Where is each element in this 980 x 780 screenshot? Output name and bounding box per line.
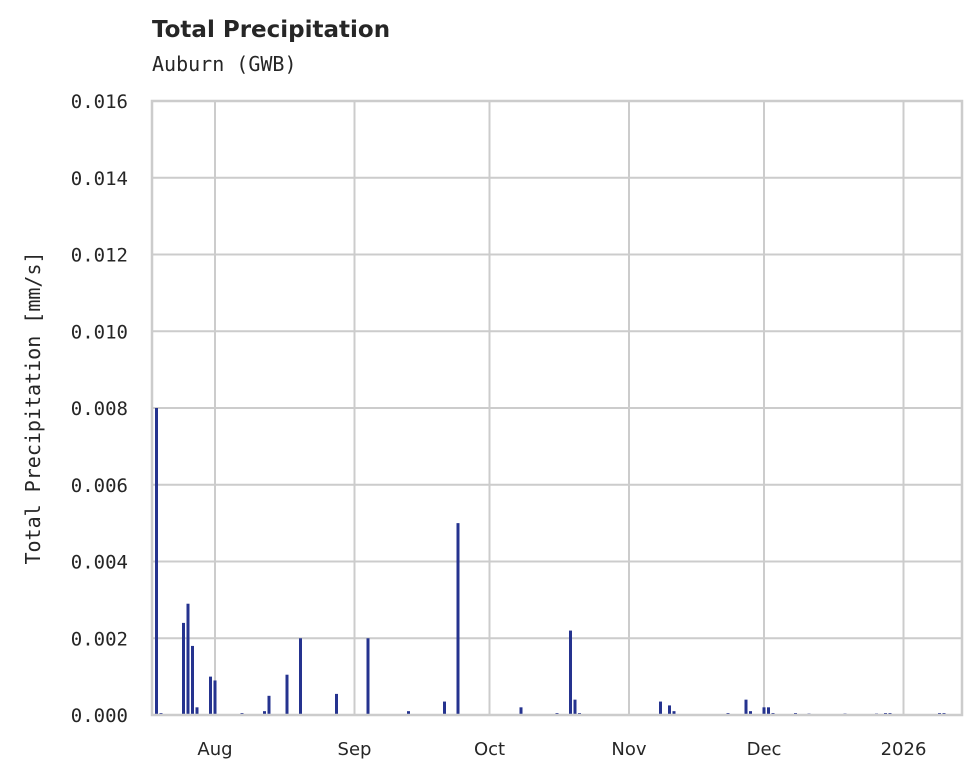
precip-bar	[569, 691, 572, 715]
x-tick-label: Sep	[338, 739, 372, 760]
chart-subtitle: Auburn (GWB)	[152, 52, 297, 76]
y-tick-label: 0.004	[71, 552, 128, 574]
precip-bar	[519, 707, 523, 715]
precip-bar	[749, 711, 752, 715]
x-tick-label: Nov	[611, 739, 646, 760]
x-tick-label: Aug	[197, 739, 232, 760]
precip-bar	[744, 699, 748, 715]
precip-bar	[191, 645, 194, 715]
precip-bar	[456, 686, 460, 715]
y-tick-label: 0.012	[71, 245, 128, 267]
y-tick-label: 0.014	[71, 168, 128, 190]
precip-bar	[335, 693, 338, 715]
precip-bar	[573, 699, 577, 715]
precip-bar	[213, 680, 217, 715]
precip-bar	[186, 603, 190, 715]
precip-bar	[659, 701, 662, 715]
precip-bar	[209, 676, 212, 715]
y-axis-ticks: 0.000 0.002 0.004 0.006 0.008 0.010 0.012 0.014…	[71, 91, 128, 727]
data-series	[155, 408, 946, 715]
y-tick-label: 0.000	[71, 705, 128, 727]
y-tick-label: 0.006	[71, 475, 128, 497]
precip-bar	[668, 705, 671, 715]
x-axis-ticks: Aug Sep Oct Nov Dec 2026	[197, 739, 926, 760]
precip-bar	[767, 707, 770, 715]
x-tick-label: Oct	[474, 739, 505, 760]
chart-title: Total Precipitation	[152, 17, 391, 43]
y-tick-label: 0.008	[71, 398, 128, 420]
precip-bar	[299, 638, 302, 715]
precip-bar	[195, 707, 199, 715]
y-tick-label: 0.010	[71, 321, 128, 343]
gridlines	[152, 100, 962, 716]
y-tick-label: 0.002	[71, 628, 128, 650]
y-tick-label: 0.016	[71, 91, 128, 113]
precip-bar	[762, 707, 766, 715]
precip-bar	[443, 701, 446, 715]
x-tick-label: 2026	[881, 739, 927, 760]
x-tick-label: Dec	[747, 739, 782, 760]
precip-bar	[182, 622, 185, 715]
precip-bar	[672, 711, 676, 715]
precip-bar	[569, 630, 572, 715]
precip-bar	[263, 711, 266, 715]
precip-bar	[407, 711, 410, 715]
precip-bar	[366, 638, 370, 715]
precip-bar	[285, 674, 289, 715]
precip-bar	[155, 408, 158, 715]
plot-frame	[150, 99, 964, 717]
precip-bar	[456, 523, 460, 715]
precip-bar	[267, 695, 271, 715]
